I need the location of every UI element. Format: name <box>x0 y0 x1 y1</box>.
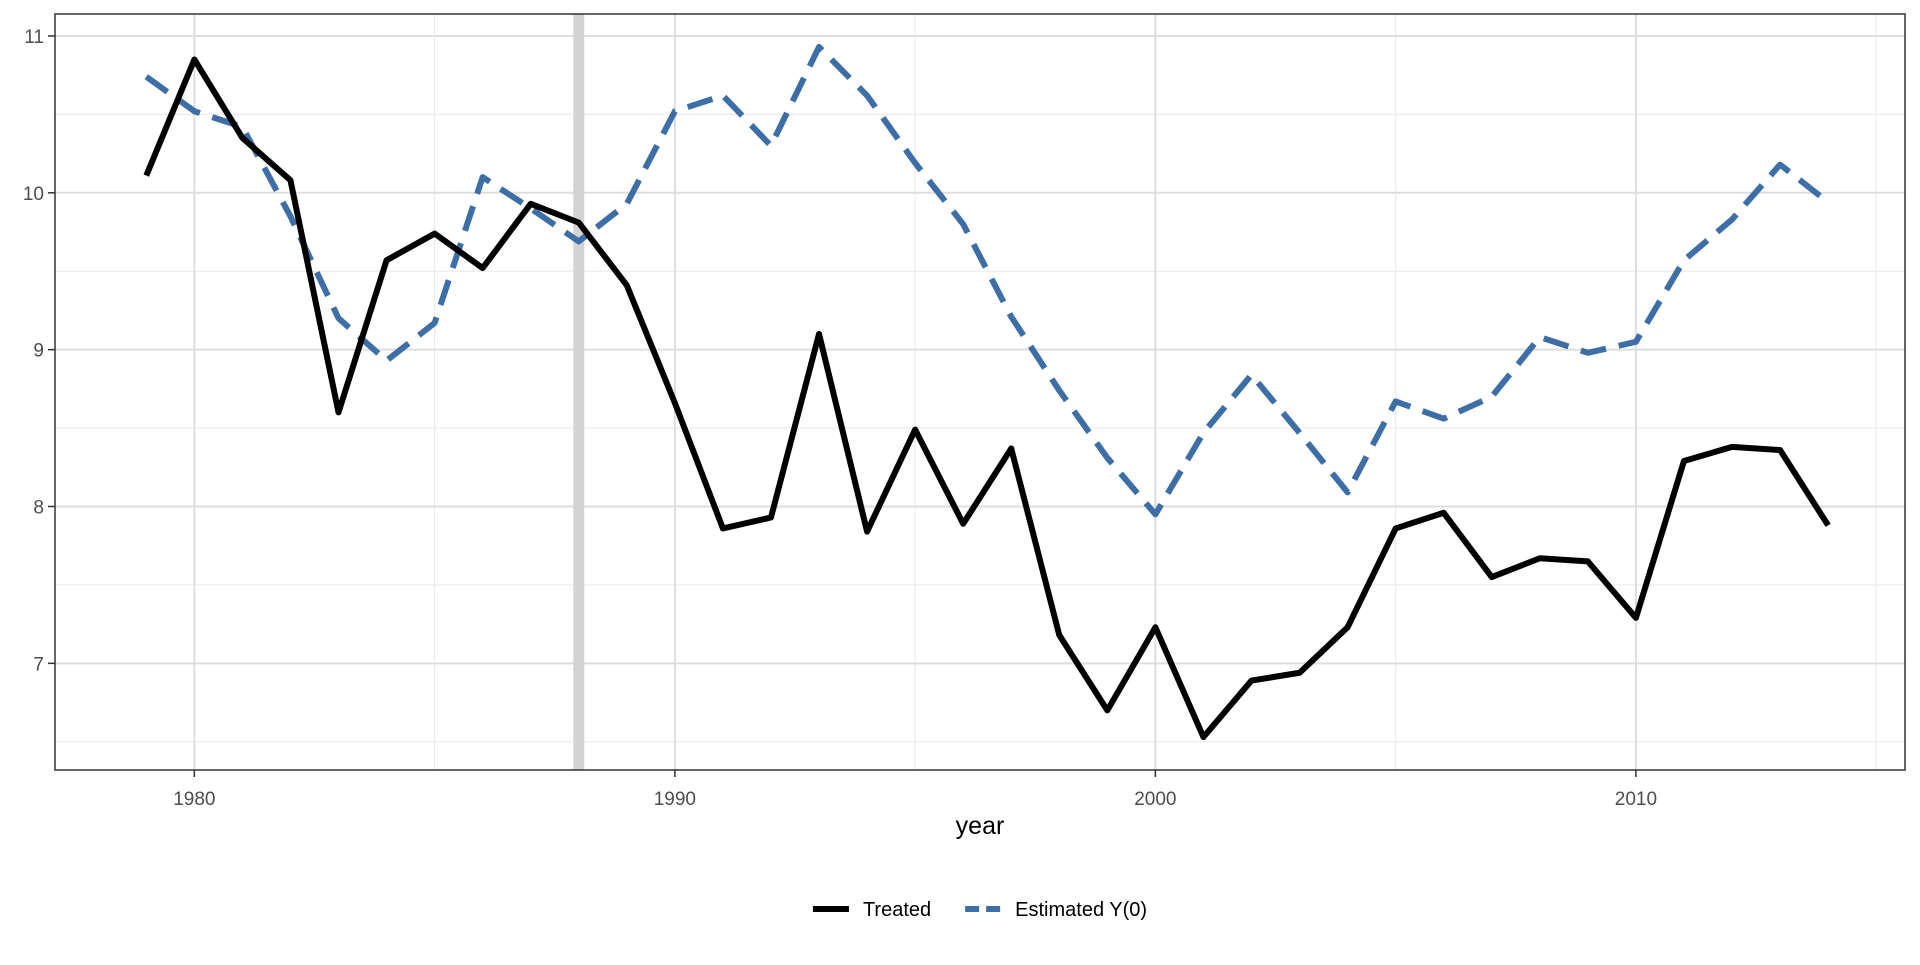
x-axis-tick-labels: 1980 1990 2000 2010 <box>173 789 1657 810</box>
x-tick-label: 2000 <box>1134 789 1176 810</box>
x-axis-title: year <box>956 812 1005 840</box>
plot-panel-border <box>54 13 1906 771</box>
legend-label-0: Treated <box>863 899 931 921</box>
minor-gridlines <box>55 14 1905 770</box>
series-line-1 <box>144 43 1830 518</box>
x-tick-label: 1990 <box>654 789 696 810</box>
legend-label-1: Estimated Y(0) <box>1015 899 1147 921</box>
legend: Treated Estimated Y(0) <box>812 899 1147 921</box>
y-tick-label: 9 <box>33 341 44 362</box>
axis-ticks <box>48 35 1637 777</box>
y-tick-label: 8 <box>33 497 44 518</box>
y-tick-label: 10 <box>23 184 44 205</box>
series-line-0 <box>143 56 1831 741</box>
major-gridlines <box>55 14 1905 770</box>
x-tick-label: 1980 <box>173 789 215 810</box>
y-tick-label: 11 <box>24 27 44 48</box>
y-tick-label: 7 <box>33 654 44 675</box>
y-axis-tick-labels: 7 8 9 10 11 <box>23 27 44 675</box>
x-tick-label: 2010 <box>1615 789 1657 810</box>
series-layer <box>143 43 1831 741</box>
